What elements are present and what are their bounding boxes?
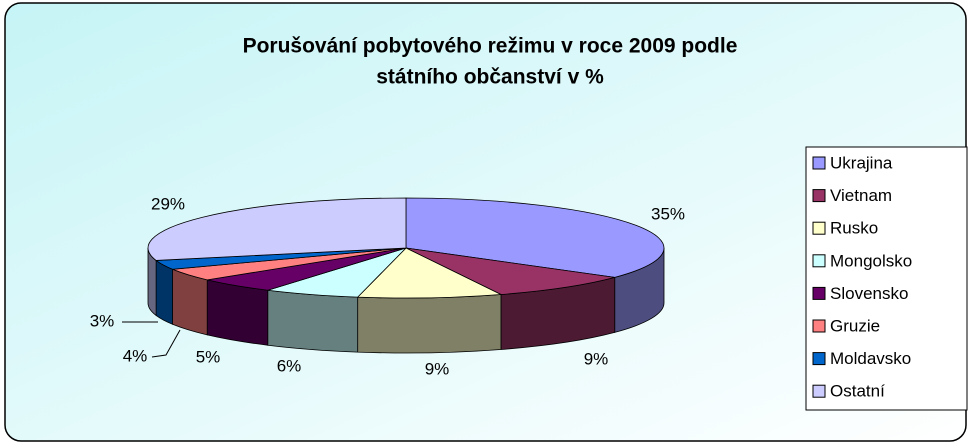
data-label: 4% — [123, 346, 148, 365]
leader-line — [151, 329, 181, 358]
slice — [356, 247, 503, 299]
legend-swatch — [812, 221, 826, 235]
slice-side — [172, 268, 208, 336]
data-label: 9% — [584, 349, 609, 368]
legend-label: Mongolsko — [830, 251, 912, 270]
slice — [405, 197, 665, 278]
data-label: 29% — [151, 194, 185, 213]
legend-swatch — [812, 189, 826, 203]
legend-label: Rusko — [830, 219, 878, 238]
legend-label: Vietnam — [830, 186, 892, 205]
legend-label: Moldavsko — [830, 349, 911, 368]
legend-swatch — [812, 156, 826, 170]
legend-swatch — [812, 319, 826, 333]
legend-swatch — [812, 352, 826, 366]
legend-box — [805, 146, 968, 411]
slice — [147, 197, 407, 261]
slice-side — [267, 289, 359, 353]
legend-swatch — [812, 384, 826, 398]
legend-label: Ostatní — [830, 382, 885, 401]
data-label: 6% — [277, 356, 302, 375]
slice-side — [206, 279, 269, 346]
data-label: 3% — [90, 311, 115, 330]
slice — [405, 247, 615, 295]
legend-label: Slovensko — [830, 284, 908, 303]
slice-side — [155, 259, 173, 325]
legend-swatch — [812, 286, 826, 300]
data-label: 9% — [425, 359, 450, 378]
legend-label: Gruzie — [830, 316, 880, 335]
chart-title: Porušování pobytového režimu v roce 2009… — [243, 35, 738, 58]
chart-title: státního občanství v % — [376, 66, 604, 89]
legend-label: Ukrajina — [830, 153, 893, 172]
slice-side — [357, 294, 502, 354]
data-label: 35% — [651, 204, 685, 223]
data-label: 5% — [196, 347, 221, 366]
legend-swatch — [812, 254, 826, 268]
